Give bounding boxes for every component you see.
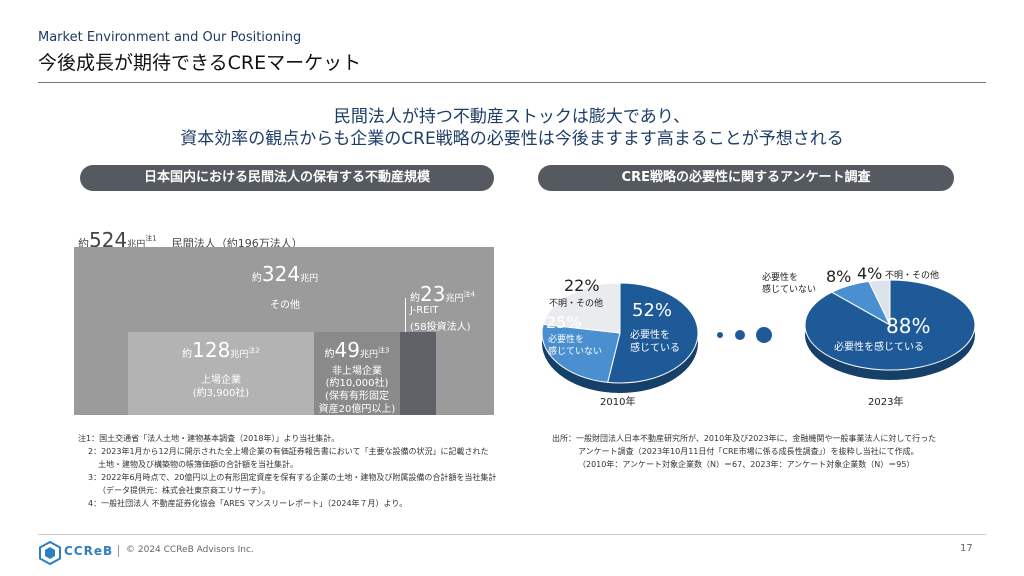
pie-0-slice-1 [541, 323, 621, 383]
other-value: 約324兆円 [251, 262, 319, 286]
note-4: 4：一般社団法人 不動産証券化協会「ARES マンスリーレポート」（2024年７… [88, 499, 408, 508]
listed-count: (約3,900社) [192, 388, 250, 399]
listed-block [128, 332, 314, 415]
note-3-cont: （データ提供元：株式会社東京商工リサーチ）。 [98, 486, 270, 495]
pie2010-not-needed-label2: 感じていない [548, 347, 603, 357]
note-2: 2：2023年1月から12月に開示された全上場企業の有価証券報告書において「主要… [88, 447, 489, 456]
pie2010-year: 2010年 [600, 397, 636, 408]
source-line-3: （2010年：アンケート対象企業数（N）＝67、2023年：アンケート対象企業数… [578, 460, 915, 469]
connector-dot-medium [735, 330, 745, 340]
title-divider [38, 82, 986, 83]
survey-pie-charts [541, 279, 976, 393]
pie2010-needed-pct: 52% [632, 300, 673, 321]
pie2010-not-needed-pct: 25% [546, 313, 582, 332]
page-title: 今後成長が期待できるCREマーケット [38, 52, 362, 74]
lead-line-2: 資本効率の観点からも企業のCRE戦略の必要性は今後ますます高まることが予想される [180, 129, 844, 149]
pie-0-slice-0 [607, 282, 699, 384]
footer-separator [118, 545, 119, 557]
unlisted-criteria-2: 資産20億円以上) [318, 404, 396, 415]
unlisted-block [314, 332, 400, 415]
pie2023-year: 2023年 [868, 397, 904, 408]
jreit-value: 約23兆円注4 [410, 282, 475, 306]
connector-dot-large [756, 327, 772, 343]
listed-value: 約128兆円注2 [182, 338, 260, 362]
source-line-1: 出所：一般財団法人日本不動産研究所が、2010年及び2023年に、金融機関や一般… [552, 434, 937, 443]
pie2023-not-needed-pct: 8% [826, 267, 852, 286]
pie-1-slice-2 [868, 279, 891, 326]
unlisted-criteria-1: (保有有形固定 [325, 391, 389, 402]
pie2010-other-label: 不明・その他 [549, 299, 604, 309]
pie2023-not-needed-label1: 必要性を [762, 273, 799, 283]
left-panel-heading: 日本国内における民間法人の保有する不動産規模 [80, 165, 494, 191]
page-number: 17 [960, 543, 973, 554]
copyright: © 2024 CCReB Advisors Inc. [126, 545, 254, 555]
pie2023-other-pct: 4% [857, 264, 883, 283]
unlisted-label: 非上場企業 [332, 366, 382, 377]
note-3: 3：2022年6月時点で、20億円以上の有形固定資産を保有する企業の土地・建物及… [88, 473, 497, 482]
footer-divider [38, 534, 986, 535]
note-2-cont: 土地・建物及び構築物の帳簿価額の合計額を当社集計。 [98, 460, 298, 469]
pie-0-slice-2 [542, 282, 621, 334]
jreit-leader-line [405, 298, 406, 332]
pie2023-needed-pct: 88% [886, 314, 931, 338]
other-label: その他 [270, 300, 300, 311]
right-panel-heading: CRE戦略の必要性に関するアンケート調査 [538, 165, 954, 191]
jreit-block [400, 332, 436, 415]
jreit-count: (58投資法人) [410, 322, 471, 333]
source-line-2: アンケート調査（2023年10月11日付「CRE市場に係る成長性調査」）を抜粋し… [578, 447, 919, 456]
logo-wordmark: CCReB [64, 544, 114, 558]
pie2010-needed-label1: 必要性を [630, 330, 670, 341]
lead-line-1: 民間法人が持つ不動産ストックは膨大であり、 [333, 107, 691, 127]
connector-dot-small [717, 332, 723, 338]
pie2010-other-pct: 22% [564, 276, 600, 295]
pie2010-not-needed-label1: 必要性を [548, 335, 585, 345]
pie2023-not-needed-label2: 感じていない [762, 285, 817, 295]
jreit-label: J-REIT [410, 305, 439, 316]
unlisted-count: (約10,000社) [325, 378, 389, 389]
total-value-caption: 約524兆円注1 民間法人（約196万法人） [78, 228, 303, 252]
section-eyebrow: Market Environment and Our Positioning [38, 30, 302, 45]
pie2023-other-label: 不明・その他 [885, 271, 940, 281]
cube-logo-icon [39, 541, 61, 565]
unlisted-value: 約49兆円注3 [324, 338, 390, 362]
listed-label: 上場企業 [201, 375, 241, 386]
pie2023-needed-label: 必要性を感じている [834, 342, 924, 353]
pie2010-needed-label2: 感じている [630, 343, 680, 354]
note-1: 注1：国土交通省「法人土地・建物基本調査（2018年）」より当社集計。 [78, 434, 340, 443]
